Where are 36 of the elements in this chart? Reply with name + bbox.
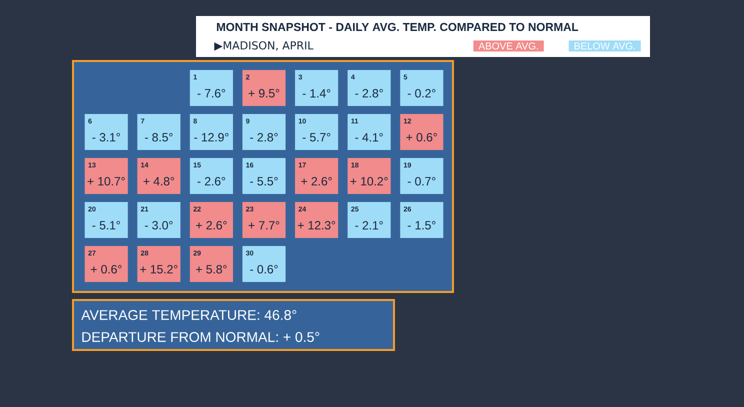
- data-label: - 12.9°: [194, 133, 228, 142]
- data-label: + 0.6°: [90, 265, 122, 274]
- data-label: - 2.8°: [355, 89, 383, 98]
- chart-title: MONTH SNAPSHOT - DAILY AVG. TEMP. COMPARED TO NORMAL: [216, 22, 578, 32]
- data-label: + 10.2°: [350, 177, 388, 186]
- data-label: - 8.5°: [144, 133, 173, 142]
- data-label: + 2.6°: [196, 221, 227, 230]
- chart-subtitle: ▶MADISON, APRIL: [214, 41, 314, 51]
- data-label: - 4.1°: [355, 133, 383, 142]
- data-label: + 4.8°: [144, 177, 174, 186]
- data-label: + 10.7°: [88, 177, 125, 186]
- data-label: - 7.6°: [198, 89, 226, 98]
- data-label: - 1.5°: [408, 221, 436, 230]
- data-label: + 2.6°: [301, 177, 332, 186]
- data-label: + 12.3°: [298, 221, 336, 230]
- text: AVERAGE TEMPERATURE: 46.8°: [81, 310, 296, 320]
- data-label: + 9.5°: [248, 89, 280, 98]
- data-label: - 0.2°: [408, 89, 436, 98]
- data-label: - 3.1°: [92, 133, 120, 142]
- data-label: + 15.2°: [140, 265, 178, 274]
- data-label: - 2.8°: [250, 133, 278, 142]
- data-label: + 7.7°: [248, 221, 280, 230]
- data-label: - 2.6°: [198, 177, 226, 186]
- data-label: - 3.0°: [144, 221, 173, 230]
- data-label: - 5.5°: [250, 177, 278, 186]
- text: BELOW AVG.: [574, 42, 635, 50]
- data-label: + 0.6°: [406, 133, 437, 142]
- data-label: - 5.7°: [302, 133, 330, 142]
- text: DEPARTURE FROM NORMAL: + 0.5°: [82, 332, 320, 342]
- data-label: - 5.1°: [92, 221, 120, 230]
- data-label: + 5.8°: [196, 265, 227, 274]
- data-label: - 0.6°: [250, 265, 278, 274]
- data-label: - 0.7°: [408, 177, 436, 186]
- data-label: - 1.4°: [302, 89, 330, 98]
- data-label: - 2.1°: [355, 221, 383, 230]
- text: ABOVE AVG.: [478, 42, 538, 50]
